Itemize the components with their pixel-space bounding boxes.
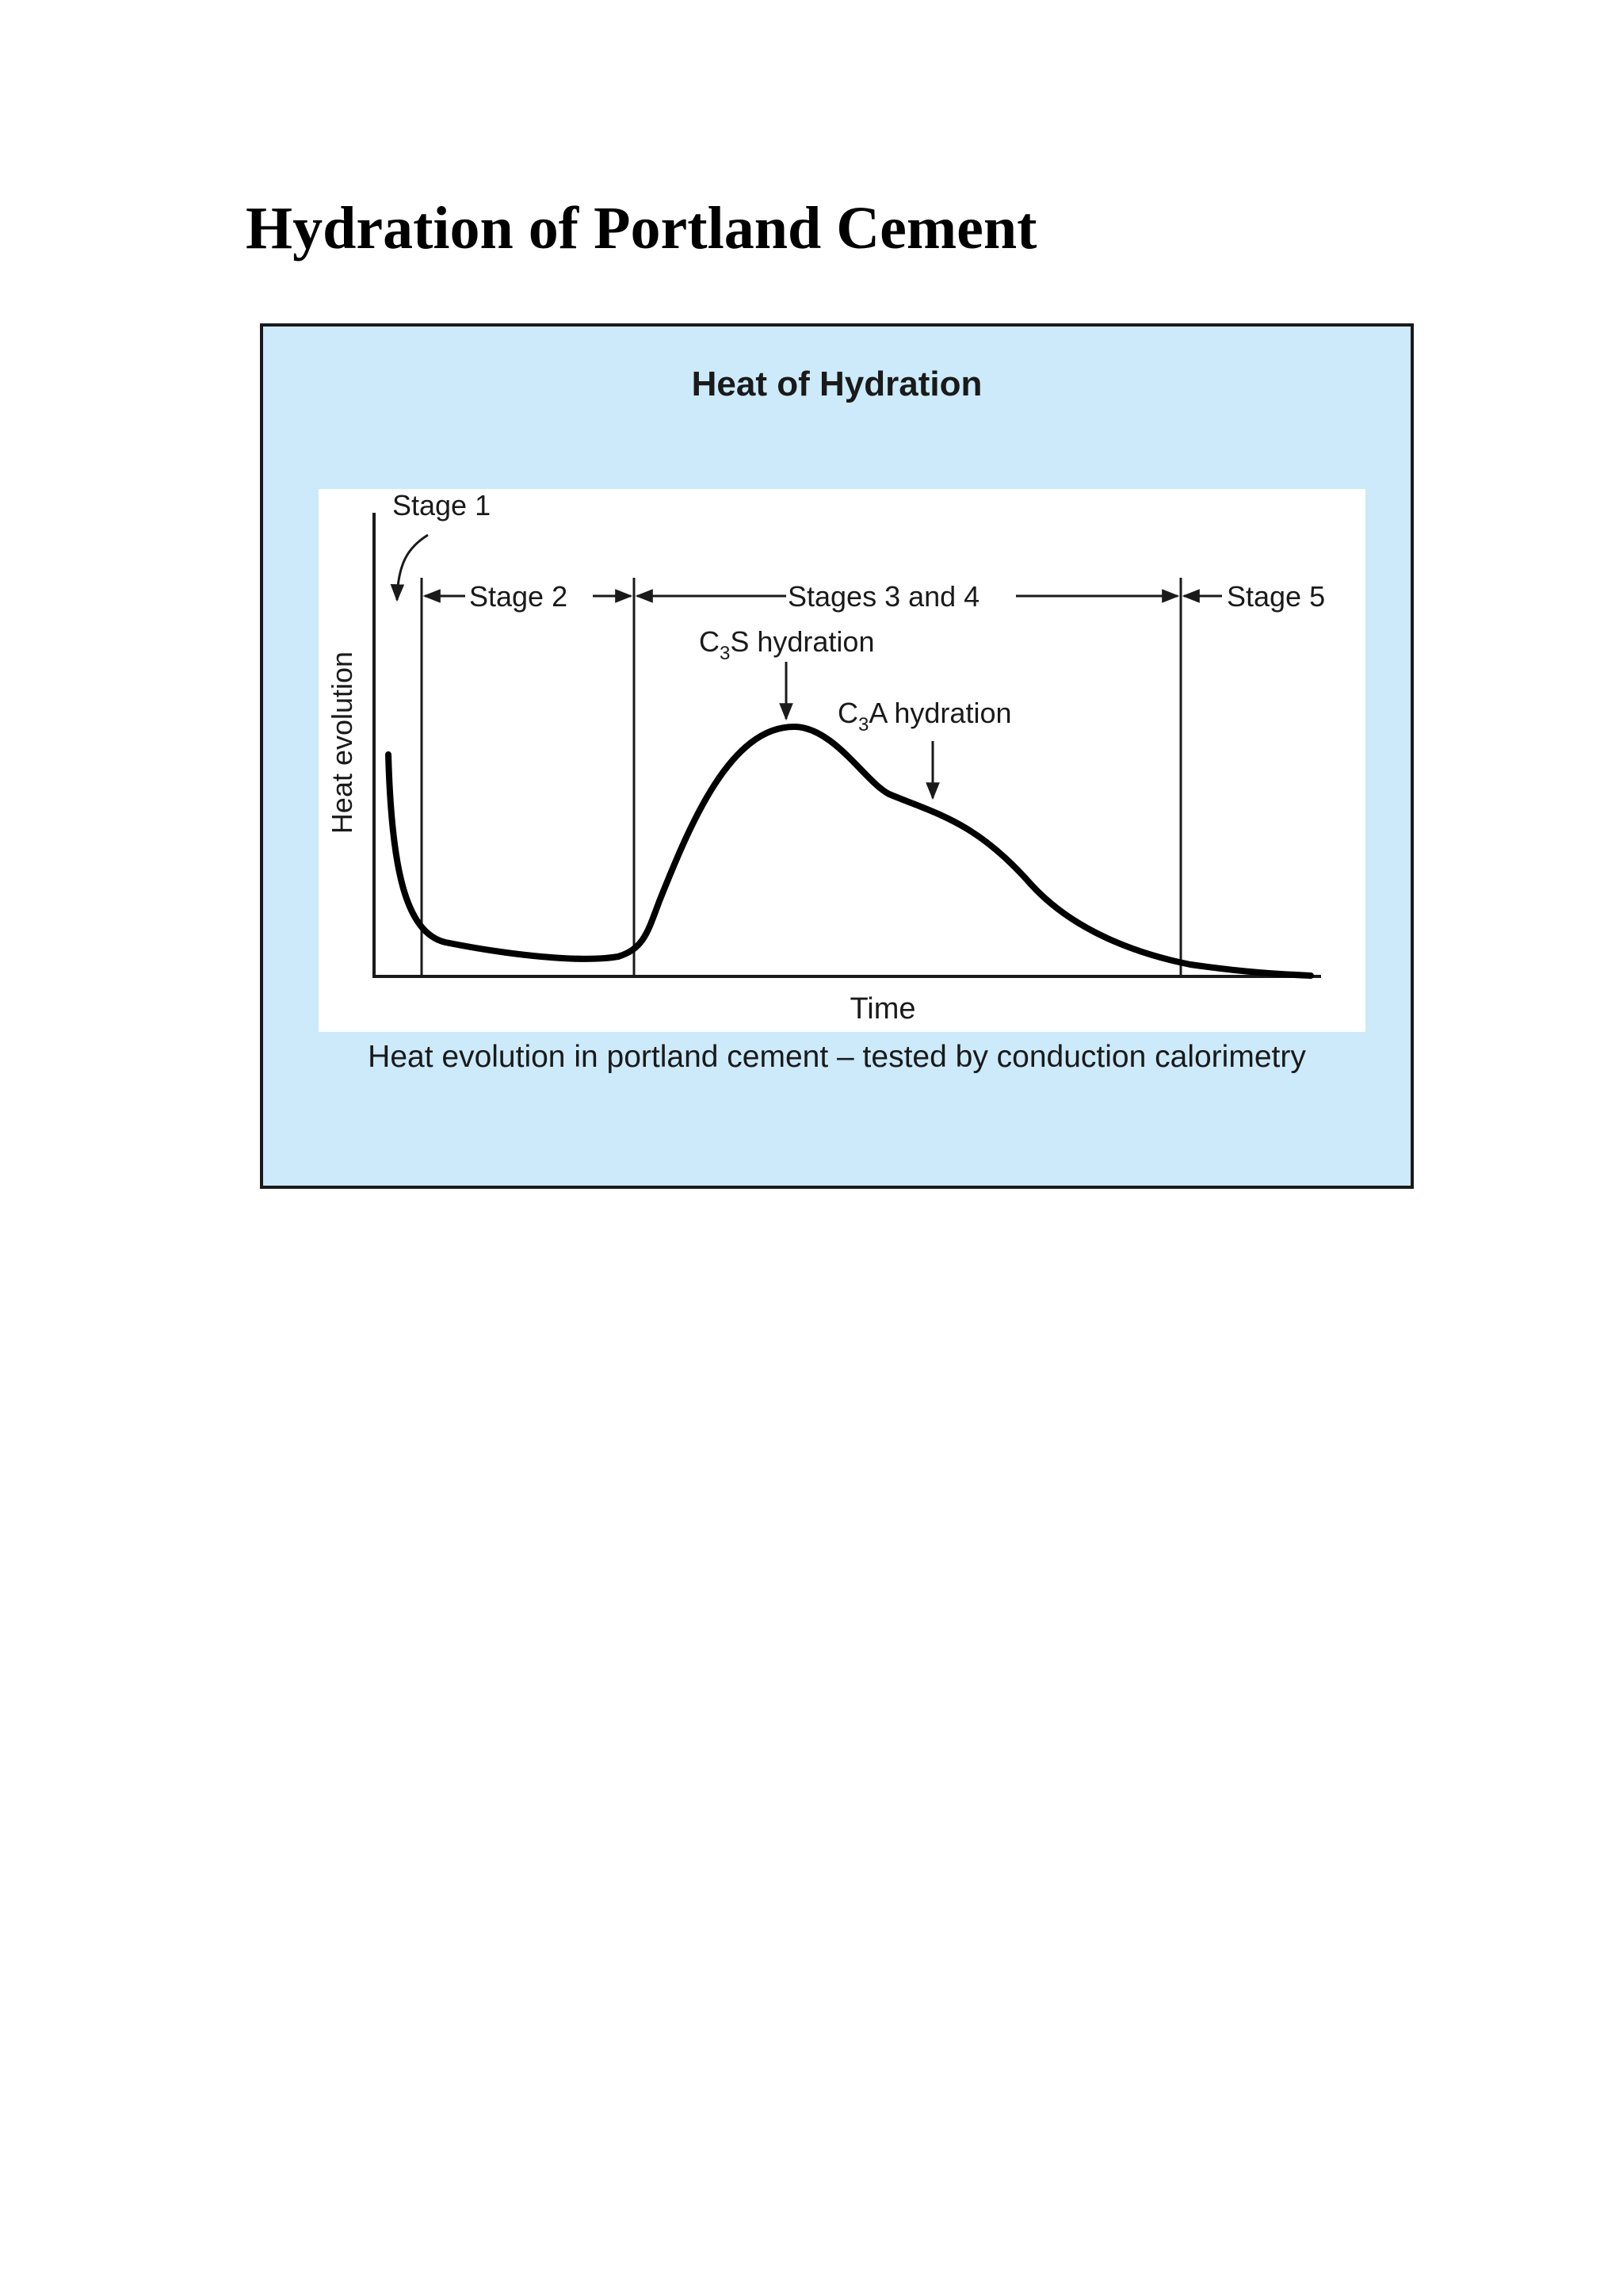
heat-evolution-chart: Stage 1 Stage 2 Stages 3 and 4 Stage 5 C… bbox=[326, 489, 1325, 1026]
page-title: Hydration of Portland Cement bbox=[246, 195, 1037, 262]
stage-1-arrow bbox=[390, 533, 429, 602]
stage-1-label: Stage 1 bbox=[392, 489, 491, 521]
plot-area: Stage 1 Stage 2 Stages 3 and 4 Stage 5 C… bbox=[319, 489, 1365, 1032]
x-axis-label: Time bbox=[850, 992, 915, 1026]
c3a-hydration-label: C3A hydration bbox=[838, 697, 1011, 735]
figure-caption: Heat evolution in portland cement – test… bbox=[368, 1040, 1306, 1074]
c3s-hydration-label: C3S hydration bbox=[699, 625, 874, 664]
stage-2-label: Stage 2 bbox=[469, 580, 567, 613]
stage-5-label: Stage 5 bbox=[1227, 580, 1325, 613]
figure-heading: Heat of Hydration bbox=[691, 365, 983, 403]
y-axis-label: Heat evolution bbox=[326, 651, 358, 834]
stages-3-4-label: Stages 3 and 4 bbox=[788, 580, 980, 613]
heat-evolution-curve bbox=[385, 723, 1314, 979]
figure-box: Heat of Hydration Stage 1 bbox=[260, 323, 1414, 1189]
